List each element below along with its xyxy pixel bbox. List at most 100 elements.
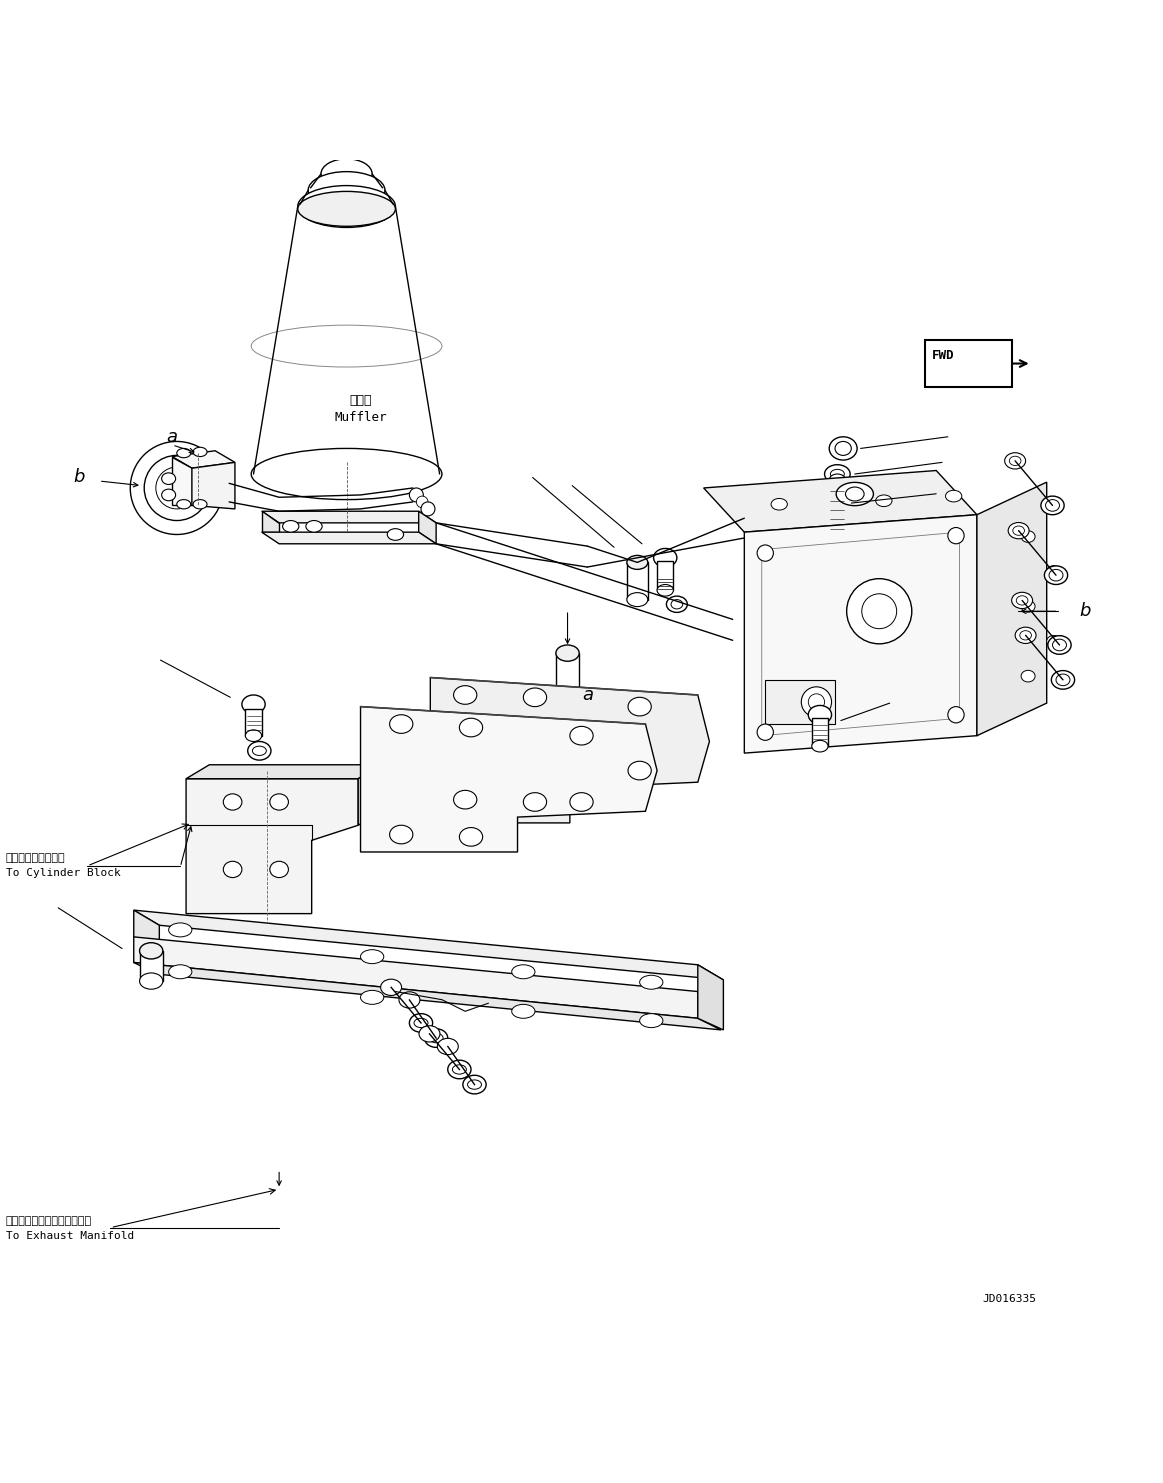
Ellipse shape [570,727,593,744]
Ellipse shape [162,489,176,501]
Text: a: a [582,687,593,704]
Ellipse shape [448,1060,471,1078]
Ellipse shape [1051,670,1075,690]
Ellipse shape [193,500,207,509]
Ellipse shape [283,521,299,532]
Polygon shape [698,965,723,1029]
Ellipse shape [162,473,176,485]
Ellipse shape [628,761,651,780]
Ellipse shape [361,991,384,1004]
Ellipse shape [946,491,962,501]
Ellipse shape [459,828,483,847]
Ellipse shape [1048,636,1071,654]
Ellipse shape [523,688,547,706]
Text: シリンダブロックへ: シリンダブロックへ [6,853,65,863]
Ellipse shape [193,448,207,457]
Ellipse shape [321,159,372,188]
Polygon shape [704,470,977,532]
Polygon shape [765,679,835,724]
Ellipse shape [144,455,209,521]
Ellipse shape [1012,592,1033,608]
Ellipse shape [1044,567,1068,584]
Polygon shape [812,718,828,746]
Ellipse shape [671,599,683,610]
Polygon shape [134,911,159,954]
Ellipse shape [825,464,850,483]
Ellipse shape [1046,500,1059,512]
Polygon shape [419,512,436,544]
Ellipse shape [452,1065,466,1074]
Polygon shape [925,340,1012,387]
Ellipse shape [523,793,547,811]
Ellipse shape [454,790,477,808]
Ellipse shape [390,825,413,844]
Ellipse shape [248,742,271,761]
Polygon shape [829,480,846,538]
Ellipse shape [666,596,687,612]
Polygon shape [134,937,698,1019]
Ellipse shape [654,549,677,567]
Text: To Cylinder Block: To Cylinder Block [6,868,121,878]
Ellipse shape [570,793,593,811]
Ellipse shape [1005,452,1026,469]
Polygon shape [192,463,235,509]
Ellipse shape [429,1034,443,1043]
Ellipse shape [1056,675,1070,685]
Ellipse shape [829,532,846,544]
Ellipse shape [829,475,846,485]
Ellipse shape [409,1014,433,1032]
Ellipse shape [1016,596,1028,605]
Text: To Exhaust Manifold: To Exhaust Manifold [6,1231,134,1241]
Polygon shape [430,678,709,823]
Ellipse shape [628,697,651,716]
Ellipse shape [627,593,648,607]
Ellipse shape [1041,497,1064,515]
Ellipse shape [308,172,385,209]
Ellipse shape [847,578,912,644]
Ellipse shape [757,544,773,561]
Ellipse shape [419,1026,440,1043]
Ellipse shape [862,593,897,629]
Ellipse shape [387,528,404,540]
Ellipse shape [1009,457,1021,466]
Ellipse shape [812,740,828,752]
Ellipse shape [808,694,825,710]
Polygon shape [358,765,381,825]
Ellipse shape [1021,531,1035,543]
Ellipse shape [948,706,964,722]
Ellipse shape [380,979,401,995]
Polygon shape [172,451,235,469]
Text: b: b [1079,602,1091,620]
Ellipse shape [627,556,648,569]
Polygon shape [186,779,358,914]
Polygon shape [134,911,723,980]
Ellipse shape [657,584,673,596]
Ellipse shape [223,862,242,878]
Ellipse shape [1053,639,1066,651]
Ellipse shape [242,696,265,713]
Ellipse shape [169,922,192,937]
Ellipse shape [251,325,442,366]
Text: JD016335: JD016335 [983,1295,1036,1304]
Text: エキゾーストマニホールドへ: エキゾーストマニホールドへ [6,1216,92,1225]
Ellipse shape [771,498,787,510]
Ellipse shape [512,965,535,979]
Ellipse shape [640,976,663,989]
Ellipse shape [140,943,163,960]
Polygon shape [977,482,1047,736]
Ellipse shape [468,1080,481,1089]
Ellipse shape [437,1038,458,1054]
Ellipse shape [177,500,191,509]
Ellipse shape [177,448,191,458]
Ellipse shape [245,730,262,742]
Polygon shape [262,532,436,544]
Ellipse shape [454,685,477,704]
Polygon shape [361,706,657,853]
Ellipse shape [1049,569,1063,581]
Ellipse shape [252,746,266,755]
Ellipse shape [223,793,242,810]
Ellipse shape [306,521,322,532]
Ellipse shape [414,1019,428,1028]
Ellipse shape [1020,630,1032,641]
Ellipse shape [399,992,420,1008]
